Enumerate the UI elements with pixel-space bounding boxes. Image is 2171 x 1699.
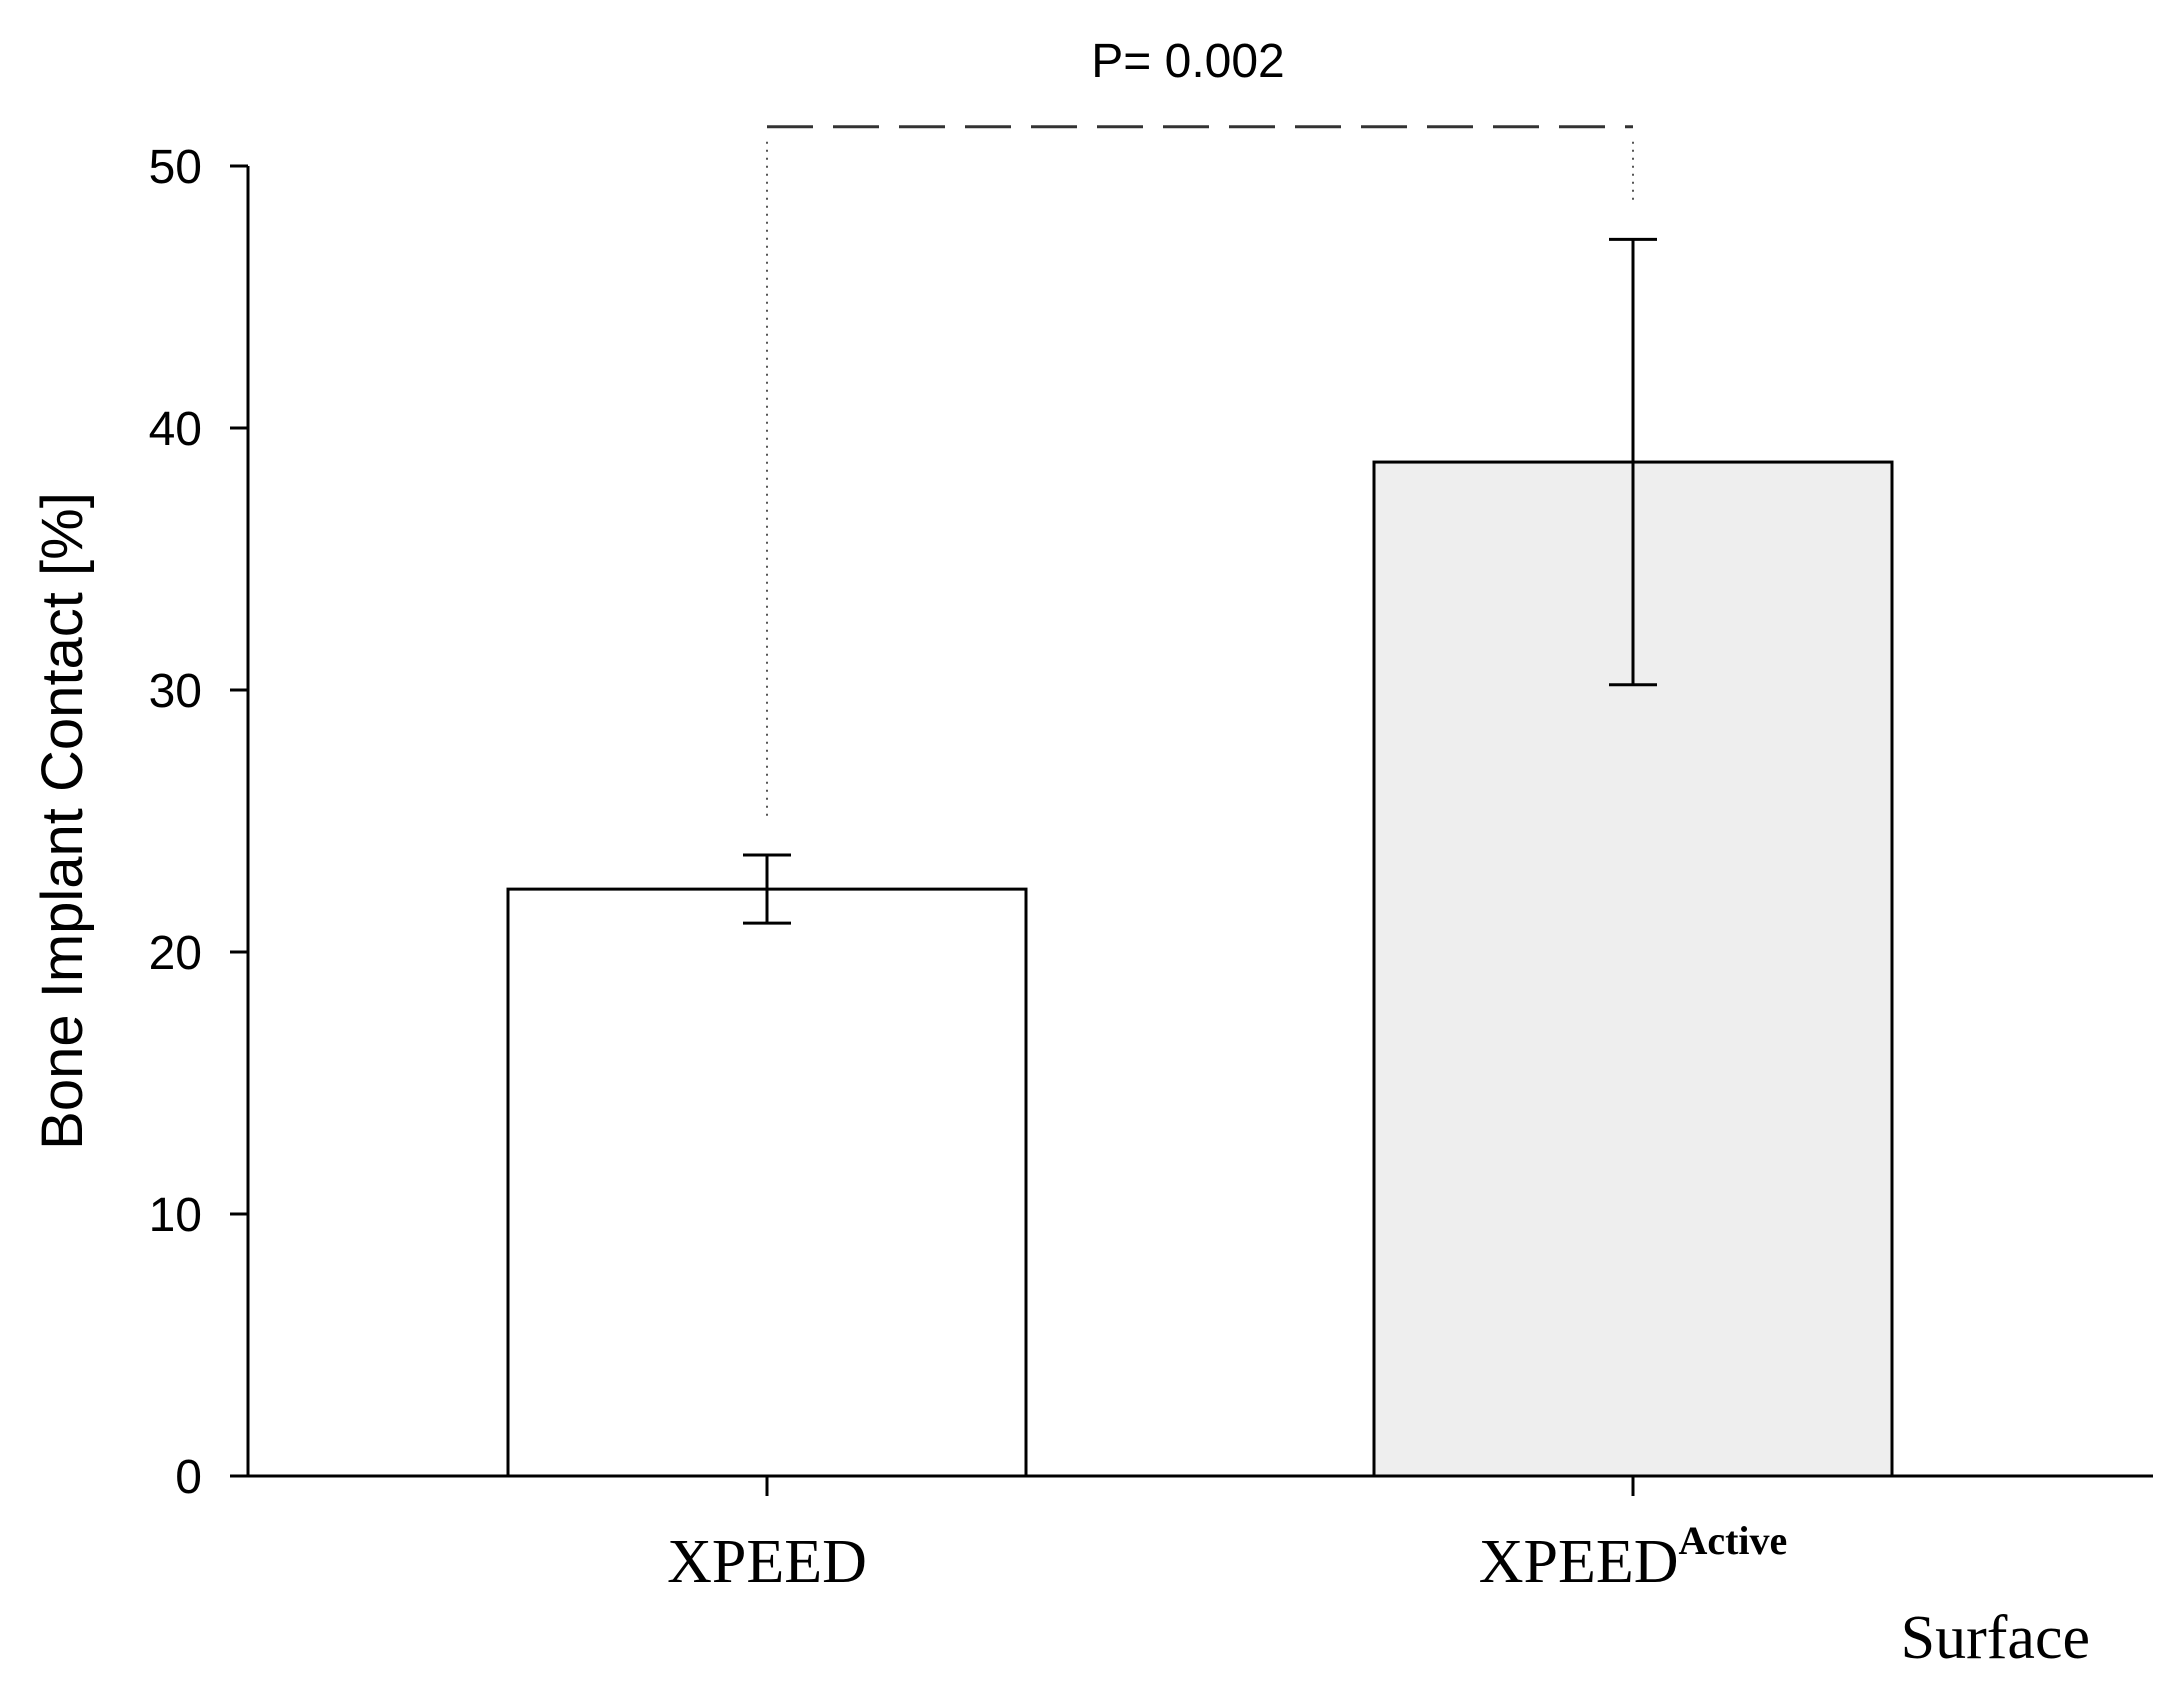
x-axis-label: Surface: [1901, 1604, 2090, 1672]
y-tick-label-10: 10: [149, 1189, 202, 1242]
y-tick-label-20: 20: [149, 927, 202, 980]
x-tick-label-1: XPEED: [667, 1528, 867, 1596]
bars-layer: [506, 460, 1894, 1478]
y-tick-label-40: 40: [149, 403, 202, 456]
x-ticks-layer: XPEED XPEEDActive: [667, 1476, 1787, 1596]
axes-layer: [246, 166, 2153, 1478]
y-tick-label-30: 30: [149, 665, 202, 718]
y-tick-label-0: 0: [175, 1451, 202, 1504]
significance-label: P= 0.002: [1091, 35, 1285, 88]
bar-1: [506, 887, 1028, 1478]
y-axis-label: Bone Implant Contact [%]: [30, 492, 95, 1150]
x-tick-label-2: XPEEDActive: [1479, 1518, 1788, 1596]
y-ticks-layer: 0 10 20 30 40 50: [149, 141, 248, 1504]
significance-layer: P= 0.002: [766, 35, 1634, 821]
error-bars-layer: [743, 237, 1657, 925]
y-tick-label-50: 50: [149, 141, 202, 194]
